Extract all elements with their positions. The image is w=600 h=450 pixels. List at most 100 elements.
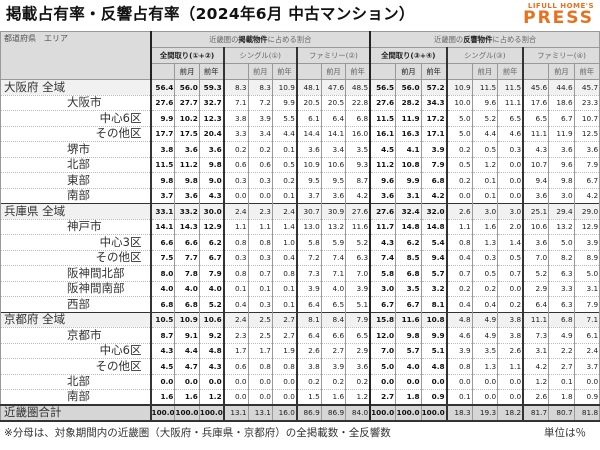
value-cell: 1.5: [295, 389, 322, 406]
value-cell: 3.8: [497, 311, 524, 328]
value-cell: 3.7: [295, 187, 322, 204]
value-cell: 6.6: [174, 234, 200, 251]
value-cell: 0.4: [445, 249, 473, 266]
value-cell: 4.9: [471, 311, 499, 328]
value-cell: 5.7: [420, 265, 448, 282]
value-cell: 0.0: [271, 373, 298, 390]
value-cell: 3.2: [420, 280, 448, 297]
current-month-header: [295, 63, 322, 80]
value-cell: 57.2: [420, 79, 448, 96]
value-cell: 0.3: [247, 296, 273, 313]
prev-month-header: 前月: [395, 63, 422, 80]
row-label: その他区: [0, 358, 152, 375]
value-cell: 7.7: [174, 249, 200, 266]
value-cell: 12.5: [573, 125, 600, 142]
value-cell: 7.4: [320, 249, 347, 266]
value-cell: 4.8: [198, 342, 225, 359]
value-cell: 11.2: [369, 156, 397, 173]
row-label: その他区: [0, 125, 152, 142]
value-cell: 18.6: [548, 94, 575, 111]
value-cell: 3.5: [395, 280, 422, 297]
value-cell: 32.7: [198, 94, 225, 111]
value-cell: 12.9: [198, 218, 225, 235]
value-cell: 0.2: [445, 280, 473, 297]
value-cell: 0.0: [369, 373, 397, 390]
value-cell: 4.4: [471, 125, 499, 142]
value-cell: 2.2: [548, 342, 575, 359]
value-cell: 0.8: [247, 234, 273, 251]
value-cell: 0.0: [247, 389, 273, 406]
value-cell: 6.7: [198, 249, 225, 266]
value-cell: 0.0: [395, 373, 422, 390]
value-cell: 86.9: [320, 404, 347, 422]
value-cell: 32.4: [395, 203, 422, 220]
value-cell: 11.9: [548, 125, 575, 142]
value-cell: 10.0: [445, 94, 473, 111]
value-cell: 3.0: [369, 280, 397, 297]
value-cell: 7.3: [295, 265, 322, 282]
value-cell: 8.9: [573, 249, 600, 266]
value-cell: 7.0: [345, 265, 371, 282]
value-cell: 5.4: [420, 234, 448, 251]
value-cell: 2.7: [369, 389, 397, 406]
subgroup-header: 全間取り(①+②): [149, 47, 225, 64]
value-cell: 1.3: [471, 358, 499, 375]
value-cell: 1.2: [198, 389, 225, 406]
value-cell: 0.0: [497, 156, 524, 173]
value-cell: 3.6: [345, 358, 371, 375]
value-cell: 4.3: [369, 234, 397, 251]
value-cell: 4.6: [445, 327, 473, 344]
value-cell: 0.2: [295, 373, 322, 390]
row-label: 中心6区: [0, 110, 152, 127]
table-row: 東部 9.8 9.8 9.0 0.3 0.3 0.2 9.5 9.5 8.7 9.6 9.9 6.8 0.…: [0, 172, 600, 189]
value-cell: 56.0: [395, 79, 422, 96]
value-cell: 6.8: [395, 265, 422, 282]
value-cell: 3.1: [522, 342, 550, 359]
value-cell: 7.1: [222, 94, 249, 111]
row-label: 阪神間南部: [0, 280, 152, 297]
value-cell: 6.2: [395, 234, 422, 251]
value-cell: 11.5: [369, 110, 397, 127]
value-cell: 3.5: [471, 342, 499, 359]
value-cell: 6.7: [548, 110, 575, 127]
value-cell: 9.4: [420, 249, 448, 266]
value-cell: 0.0: [222, 373, 249, 390]
value-cell: 3.0: [497, 203, 524, 220]
value-cell: 20.4: [198, 125, 225, 142]
value-cell: 0.0: [471, 373, 499, 390]
value-cell: 0.3: [247, 172, 273, 189]
value-cell: 3.8: [149, 141, 176, 158]
table-row: 阪神間北部 8.0 7.8 7.9 0.8 0.7 0.8 7.3 7.1 7.0 5.8 6.8 5.…: [0, 265, 600, 282]
value-cell: 3.7: [573, 358, 600, 375]
value-cell: 84.0: [345, 404, 371, 422]
row-label: 近畿圏合計: [0, 404, 152, 422]
value-cell: 5.0: [369, 358, 397, 375]
value-cell: 2.6: [295, 342, 322, 359]
value-cell: 7.0: [369, 342, 397, 359]
table-row: 南部 3.7 3.6 4.3 0.0 0.0 0.1 3.7 3.6 4.2 3.6 3.1 4.2 0.…: [0, 187, 600, 204]
lifull-homes-press-logo: LIFULL HOME'S PRESS: [523, 3, 594, 27]
value-cell: 4.2: [420, 187, 448, 204]
value-cell: 4.9: [548, 327, 575, 344]
value-cell: 0.9: [573, 389, 600, 406]
value-cell: 16.1: [369, 125, 397, 142]
value-cell: 0.1: [471, 172, 499, 189]
value-cell: 22.8: [345, 94, 371, 111]
value-cell: 7.2: [295, 249, 322, 266]
value-cell: 3.1: [573, 280, 600, 297]
value-cell: 14.1: [149, 218, 176, 235]
value-cell: 4.4: [271, 125, 298, 142]
row-label: 大阪府 全域: [0, 79, 152, 96]
value-cell: 0.1: [222, 280, 249, 297]
value-cell: 3.5: [345, 141, 371, 158]
value-cell: 0.4: [271, 249, 298, 266]
value-cell: 8.1: [295, 311, 322, 328]
value-cell: 56.4: [149, 79, 176, 96]
value-cell: 33.2: [174, 203, 200, 220]
value-cell: 2.6: [497, 342, 524, 359]
page-title: 掲載占有率・反響占有率（2024年6月 中古マンション）: [6, 5, 415, 23]
value-cell: 2.5: [247, 327, 273, 344]
value-cell: 29.0: [573, 203, 600, 220]
value-cell: 9.8: [198, 156, 225, 173]
value-cell: 1.6: [174, 389, 200, 406]
